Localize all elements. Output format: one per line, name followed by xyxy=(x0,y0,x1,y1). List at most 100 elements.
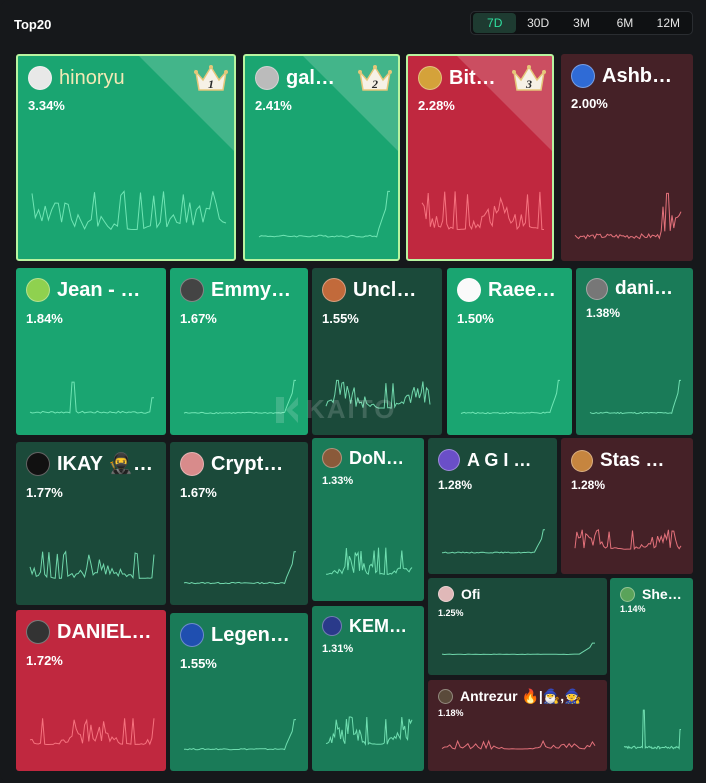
mindshare-percent: 1.50% xyxy=(457,311,494,326)
range-6m-button[interactable]: 6M xyxy=(616,16,634,30)
account-name: Bit… xyxy=(449,67,496,89)
avatar xyxy=(438,586,454,602)
treemap-tile-4[interactable]: Ashb… 2.00% xyxy=(561,54,693,261)
treemap-tile-2[interactable]: 2 gal… 2.41% xyxy=(243,54,400,261)
rank-crown-icon: 3 xyxy=(512,65,546,91)
sparkline xyxy=(325,716,413,746)
avatar xyxy=(438,688,453,704)
sparkline xyxy=(184,719,296,751)
svg-text:2: 2 xyxy=(371,77,378,91)
range-3m-button[interactable]: 3M xyxy=(573,16,590,30)
account-name: Sherry xyxy=(642,586,685,602)
avatar xyxy=(322,278,346,302)
sparkline xyxy=(183,379,296,415)
mindshare-percent: 1.31% xyxy=(322,643,354,655)
rank-crown-icon: 2 xyxy=(358,65,392,91)
sparkline xyxy=(574,192,682,240)
mindshare-percent: 2.00% xyxy=(571,96,608,111)
account-name: Ofi xyxy=(461,586,481,602)
mindshare-percent: 1.67% xyxy=(180,311,217,326)
avatar xyxy=(26,452,50,476)
sparkline xyxy=(623,709,681,750)
account-name: dani… xyxy=(615,278,674,299)
sparkline xyxy=(441,642,595,656)
account-name: Raee… xyxy=(488,279,556,301)
time-range-selector: 7D 30D 3M 6M 12M xyxy=(470,11,693,35)
mindshare-percent: 1.28% xyxy=(438,478,473,492)
sparkline xyxy=(441,739,596,750)
treemap-tile-5[interactable]: Jean - … 1.84% xyxy=(16,268,166,435)
treemap-tile-1[interactable]: 1 hinoryu 3.34% xyxy=(16,54,236,261)
treemap-tile-6[interactable]: Emmy… 1.67% xyxy=(170,268,308,435)
sparkline xyxy=(574,529,682,551)
account-name: Stas … xyxy=(600,450,665,471)
sparkline xyxy=(29,718,155,746)
treemap-tile-7[interactable]: Uncl… 1.55% xyxy=(312,268,442,435)
mindshare-percent: 2.41% xyxy=(255,98,292,113)
range-12m-button[interactable]: 12M xyxy=(656,16,680,30)
treemap-tile-17[interactable]: DANIEL… 1.72% xyxy=(16,610,166,771)
mindshare-percent: 1.18% xyxy=(438,708,464,718)
sparkline xyxy=(29,550,155,580)
treemap-tile-11[interactable]: Crypt… 1.67% xyxy=(170,442,308,605)
account-name: KEM… xyxy=(349,616,407,636)
account-name: Crypt… xyxy=(211,453,284,475)
mindshare-percent: 3.34% xyxy=(28,98,65,113)
avatar xyxy=(571,64,595,88)
treemap-tile-19[interactable]: KEM… 1.31% xyxy=(312,606,424,771)
mindshare-percent: 2.28% xyxy=(418,98,455,113)
treemap-tile-15[interactable]: Ofi 1.25% xyxy=(428,578,607,675)
mindshare-percent: 1.67% xyxy=(180,485,217,500)
treemap-tile-14[interactable]: Stas … 1.28% xyxy=(561,438,693,574)
mindshare-percent: 1.33% xyxy=(322,475,354,487)
avatar xyxy=(418,66,442,90)
mindshare-percent: 1.14% xyxy=(620,604,646,614)
mindshare-percent: 1.38% xyxy=(586,306,621,320)
sparkline xyxy=(31,190,227,231)
avatar xyxy=(322,616,342,636)
avatar xyxy=(438,449,460,471)
avatar xyxy=(322,448,342,468)
sparkline xyxy=(441,529,545,554)
avatar xyxy=(255,66,279,90)
rank-crown-icon: 1 xyxy=(194,65,228,91)
account-name: IKAY 🥷… xyxy=(57,453,154,475)
avatar xyxy=(26,278,50,302)
mindshare-percent: 1.77% xyxy=(26,485,63,500)
treemap-tile-20[interactable]: Antrezur 🔥|🧙‍♂️,🧙 1.18% xyxy=(428,680,607,771)
avatar xyxy=(180,278,204,302)
account-name: A G I … xyxy=(467,450,532,470)
sparkline xyxy=(29,381,154,414)
treemap-tile-13[interactable]: A G I … 1.28% xyxy=(428,438,557,574)
treemap-tile-10[interactable]: IKAY 🥷… 1.77% xyxy=(16,442,166,605)
sparkline xyxy=(589,379,681,415)
treemap-tile-12[interactable]: DoN… 1.33% xyxy=(312,438,424,601)
sparkline xyxy=(258,190,390,238)
mindshare-percent: 1.72% xyxy=(26,653,63,668)
avatar xyxy=(28,66,52,90)
treemap-tile-8[interactable]: Raee… 1.50% xyxy=(447,268,572,435)
range-30d-button[interactable]: 30D xyxy=(527,16,550,30)
svg-text:1: 1 xyxy=(208,77,214,91)
avatar xyxy=(180,623,204,647)
treemap-tile-18[interactable]: Legen… 1.55% xyxy=(170,613,308,771)
mindshare-percent: 1.28% xyxy=(571,478,606,492)
avatar xyxy=(180,452,204,476)
account-name: gal… xyxy=(286,67,335,89)
account-name: Emmy… xyxy=(211,279,292,301)
sparkline xyxy=(325,379,431,409)
account-name: Uncl… xyxy=(353,279,417,301)
sparkline xyxy=(325,547,413,576)
avatar xyxy=(26,620,50,644)
range-7d-button[interactable]: 7D xyxy=(473,13,517,33)
account-name: DoN… xyxy=(349,448,404,468)
avatar xyxy=(457,278,481,302)
account-name: hinoryu xyxy=(59,67,125,89)
treemap-tile-3[interactable]: 3 Bit… 2.28% xyxy=(406,54,554,261)
treemap-tile-9[interactable]: dani… 1.38% xyxy=(576,268,693,435)
account-name: Jean - … xyxy=(57,279,141,301)
account-name: DANIEL… xyxy=(57,621,152,643)
account-name: Ashb… xyxy=(602,65,672,87)
treemap-tile-16[interactable]: Sherry 1.14% xyxy=(610,578,693,771)
